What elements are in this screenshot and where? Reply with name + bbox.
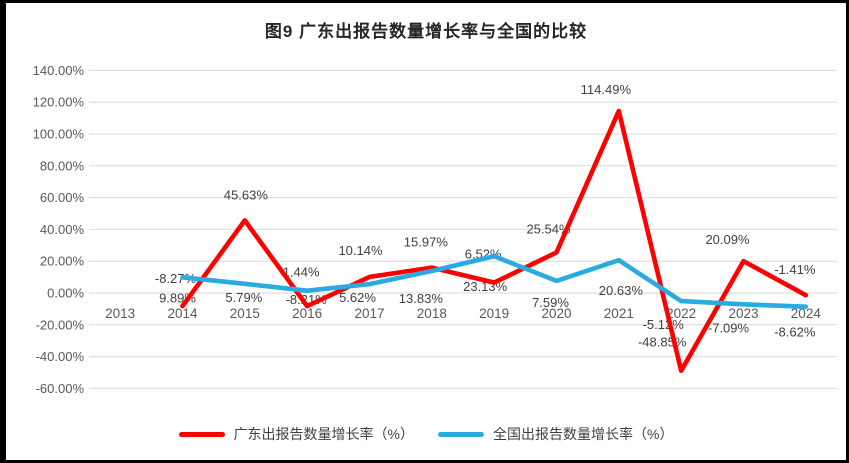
- x-axis-tick-label: 2017: [354, 306, 384, 321]
- y-axis-tick-label: 100.00%: [33, 127, 85, 142]
- guangdong-data-label: 10.14%: [338, 243, 383, 258]
- national-line-swatch-icon: [438, 431, 484, 437]
- guangdong-data-label: 20.09%: [705, 232, 750, 247]
- legend-item-guangdong: 广东出报告数量增长率（%）: [178, 424, 414, 444]
- y-axis-tick-label: 20.00%: [40, 254, 85, 269]
- y-axis-tick-label: 80.00%: [40, 158, 85, 173]
- legend-label-guangdong: 广东出报告数量增长率（%）: [233, 426, 414, 442]
- x-axis-tick-label: 2015: [230, 306, 260, 321]
- x-axis-tick-label: 2016: [292, 306, 322, 321]
- national-data-label: -5.12%: [643, 317, 685, 332]
- guangdong-data-label: 114.49%: [581, 82, 632, 97]
- chart-plot-area: 140.00% 120.00% 100.00% 80.00% 60.00% 40.00% 2…: [33, 63, 837, 396]
- x-axis-tick-label: 2023: [728, 306, 758, 321]
- x-axis-tick-label: 2020: [541, 306, 571, 321]
- guangdong-series-line: [180, 108, 809, 374]
- x-axis-tick-label: 2022: [666, 306, 696, 321]
- national-data-label: -7.09%: [708, 320, 750, 335]
- guangdong-data-label: 45.63%: [224, 187, 269, 202]
- national-series-line: [180, 253, 809, 310]
- y-axis-tick-label: 120.00%: [33, 95, 85, 110]
- national-data-label: 7.59%: [532, 295, 569, 310]
- national-data-label: 13.83%: [399, 291, 444, 306]
- guangdong-line-swatch-icon: [178, 431, 225, 437]
- y-axis-tick-label: 60.00%: [40, 190, 85, 205]
- legend-item-national: 全国出报告数量增长率（%）: [438, 424, 673, 444]
- y-axis-tick-label: -20.00%: [36, 317, 85, 332]
- x-axis-tick-label: 2021: [604, 306, 634, 321]
- national-data-label: 5.62%: [339, 290, 376, 305]
- national-data-label: 1.44%: [283, 265, 320, 280]
- national-data-label: -8.62%: [774, 325, 816, 340]
- legend: 广东出报告数量增长率（%） 全国出报告数量增长率（%）: [6, 424, 846, 444]
- y-axis-tick-label: 40.00%: [40, 222, 85, 237]
- x-axis-tick-label: 2019: [479, 306, 509, 321]
- x-axis-tick-label: 2014: [167, 306, 198, 321]
- legend-label-national: 全国出报告数量增长率（%）: [493, 426, 674, 442]
- x-axis-tick-label: 2024: [791, 306, 822, 321]
- y-axis-tick-label: -40.00%: [36, 349, 85, 364]
- chart-title: 图9 广东出报告数量增长率与全国的比较: [264, 22, 588, 41]
- guangdong-data-label: -1.41%: [774, 262, 816, 277]
- guangdong-data-label: -48.85%: [638, 335, 687, 350]
- national-data-label: 20.63%: [599, 283, 644, 298]
- y-axis-tick-label: 140.00%: [33, 63, 85, 78]
- guangdong-data-label: 25.54%: [526, 221, 571, 236]
- guangdong-data-label: -8.27%: [155, 271, 197, 286]
- x-axis-tick-label: 2013: [105, 306, 135, 321]
- y-axis-tick-label: 0.00%: [47, 286, 84, 301]
- y-axis-tick-label: -60.00%: [36, 381, 85, 396]
- guangdong-data-label: 15.97%: [404, 235, 449, 250]
- x-axis-tick-label: 2018: [417, 306, 447, 321]
- national-data-label: 5.79%: [225, 290, 262, 305]
